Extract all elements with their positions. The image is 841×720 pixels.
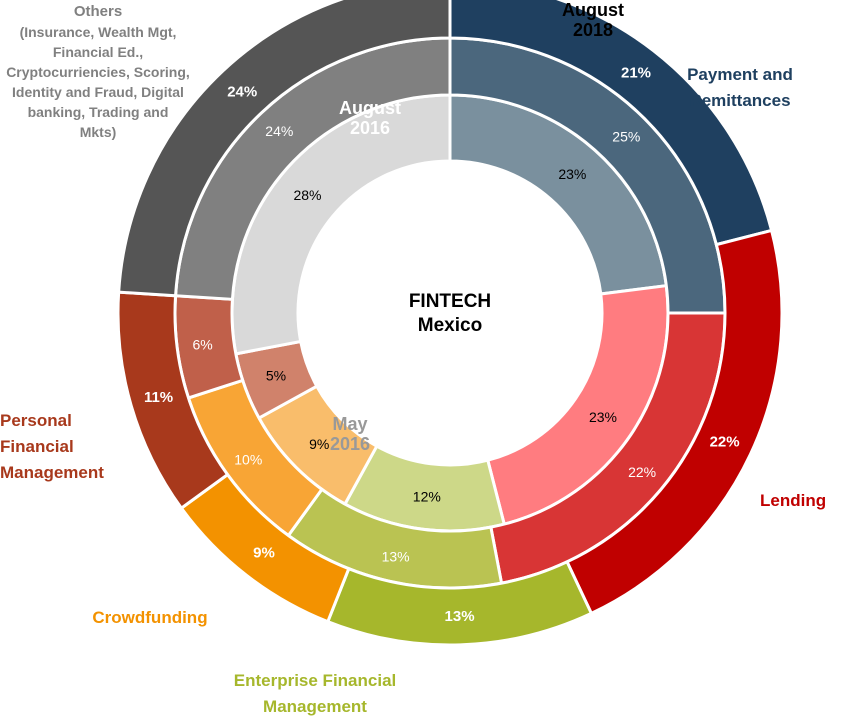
category-others-line-2: (Insurance, Wealth Mgt, <box>19 24 177 40</box>
category-lending-line-1: Lending <box>760 491 827 510</box>
center-title: FINTECH Mexico <box>370 290 530 338</box>
category-payment-line-1: Payment and <box>687 65 793 84</box>
data-label-ring2-enterprise: 13% <box>445 608 475 625</box>
data-label-ring2-others: 24% <box>227 83 257 100</box>
category-personal-line-3: Management <box>0 463 104 482</box>
ring-title-aug-2016-line-1: August <box>339 98 401 118</box>
category-enterprise-line-2: Management <box>263 697 367 716</box>
ring-title-may-2016-line-2: 2016 <box>329 434 371 454</box>
category-enterprise-line-1: Enterprise Financial <box>233 671 397 690</box>
data-label-ring2-crowdfunding: 9% <box>253 544 275 561</box>
category-personal-line-2: Financial <box>0 437 74 456</box>
data-label-ring0-others: 28% <box>293 187 321 203</box>
data-label-ring1-payment: 25% <box>612 129 640 145</box>
data-label-ring2-personal: 11% <box>144 389 173 406</box>
category-label-payment: Payment and Remittances <box>660 62 820 114</box>
category-label-others: Others (Insurance, Wealth Mgt, Financial… <box>0 2 196 142</box>
category-others-line-6: banking, Trading and <box>27 104 169 120</box>
center-title-line-1: FINTECH <box>408 291 492 312</box>
ring-title-aug-2016: August 2016 <box>320 98 420 138</box>
ring-title-aug-2018-line-1: August <box>562 0 624 20</box>
category-payment-line-2: Remittances <box>689 91 791 110</box>
category-label-personal: Personal Financial Management <box>0 408 140 486</box>
data-label-ring0-personal: 5% <box>266 368 286 384</box>
ring-title-may-2016-line-1: May <box>332 414 368 434</box>
category-personal-line-1: Personal <box>0 411 72 430</box>
ring-title-aug-2018: August 2018 <box>543 0 643 40</box>
data-label-ring1-enterprise: 13% <box>382 548 410 564</box>
category-label-enterprise: Enterprise Financial Management <box>210 668 420 720</box>
category-others-line-4: Cryptocurriencies, Scoring, <box>6 64 190 80</box>
category-others-line-5: Identity and Fraud, Digital <box>12 84 184 100</box>
data-label-ring2-lending: 22% <box>710 434 740 451</box>
data-label-ring0-lending: 23% <box>589 409 617 425</box>
data-label-ring1-personal: 6% <box>192 336 212 352</box>
data-label-ring0-crowdfunding: 9% <box>309 436 329 452</box>
data-label-ring1-lending: 22% <box>628 464 656 480</box>
data-label-ring1-crowdfunding: 10% <box>234 452 262 468</box>
category-crowdfunding-line-1: Crowdfunding <box>92 608 208 627</box>
data-label-ring0-enterprise: 12% <box>413 489 441 505</box>
data-label-ring1-others: 24% <box>265 123 293 139</box>
category-others-line-1: Others <box>73 3 123 20</box>
ring-title-aug-2018-line-2: 2018 <box>572 20 614 40</box>
center-title-line-2: Mexico <box>417 315 483 336</box>
ring-title-may-2016: May 2016 <box>300 414 400 454</box>
category-others-line-7: Mkts) <box>79 124 117 140</box>
data-label-ring0-payment: 23% <box>558 166 586 182</box>
category-label-crowdfunding: Crowdfunding <box>75 605 225 631</box>
category-others-line-3: Financial Ed., <box>52 44 144 60</box>
slice-ring2-others <box>117 0 452 298</box>
data-label-ring2-payment: 21% <box>621 65 651 82</box>
category-label-lending: Lending <box>760 488 840 514</box>
ring-title-aug-2016-line-2: 2016 <box>349 118 391 138</box>
